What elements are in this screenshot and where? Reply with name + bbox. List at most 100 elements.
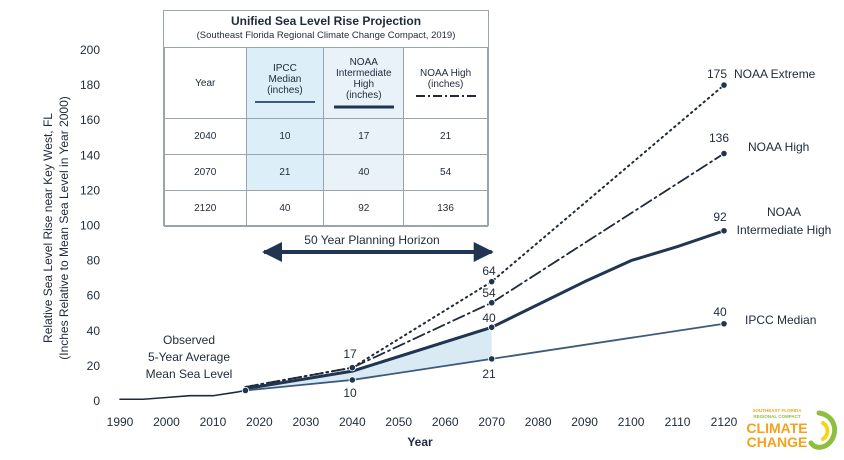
label-17: 17 [343, 347, 357, 361]
cell-year: 2070 [164, 154, 247, 191]
cell-year: 2040 [164, 118, 247, 155]
y-tick-label: 80 [87, 254, 101, 268]
y-axis-title-2: (Inches Relative to Mean Sea Level in Ye… [57, 96, 71, 360]
data-point [720, 227, 728, 235]
x-axis-title: Year [407, 435, 433, 449]
y-axis-title: Relative Sea Level Rise near Key West, F… [41, 113, 55, 343]
label-92: 92 [713, 210, 727, 224]
header-year: Year [164, 47, 247, 119]
series-lines [119, 84, 726, 401]
climate-change-compact-logo: SOUTHEAST FLORIDA REGIONAL COMPACT CLIMA… [746, 408, 837, 450]
y-tick-label: 40 [87, 324, 101, 338]
data-point [720, 149, 728, 158]
table-subtitle: (Southeast Florida Regional Climate Chan… [196, 30, 456, 41]
table-row: 2120 40 92 136 [164, 190, 488, 227]
label-136: 136 [709, 131, 729, 145]
y-tick-label: 60 [87, 289, 101, 303]
data-point [488, 278, 496, 286]
table-title: Unified Sea Level Rise Projection [230, 14, 422, 28]
data-point [488, 299, 496, 307]
data-point [720, 320, 728, 328]
cell-ipcc: 40 [245, 190, 325, 227]
ipcc-legend-line [254, 100, 315, 103]
label-noaa-high: NOAA High [748, 140, 809, 154]
header-noaa-high: NOAA High (inches) [403, 47, 488, 119]
y-tick-label: 180 [80, 78, 100, 92]
label-ipcc-median: IPCC Median [745, 313, 816, 327]
x-tick-label: 2000 [153, 415, 180, 429]
x-tick-label: 2010 [200, 415, 227, 429]
x-tick-label: 2100 [618, 415, 645, 429]
table-grid: Year IPCC Median (inches) NOAA Intermedi… [164, 47, 488, 227]
label-noaa-extreme: NOAA Extreme [734, 67, 816, 81]
x-tick-label: 2120 [711, 415, 738, 429]
label-21: 21 [482, 367, 496, 381]
label-intermediate-high: Intermediate High [737, 223, 832, 237]
x-tick-label: 2040 [339, 415, 366, 429]
series-line [243, 229, 726, 391]
noaa-high-legend-line [415, 95, 476, 97]
logo-line2: REGIONAL COMPACT [753, 414, 801, 419]
cell-high: 21 [403, 118, 488, 155]
table-row: 2070 21 40 54 [164, 154, 488, 191]
label-64: 64 [482, 264, 496, 278]
series-line [244, 322, 725, 392]
x-tick-label: 2070 [478, 415, 505, 429]
noaa-ih-legend-line [333, 105, 394, 109]
label-10: 10 [343, 386, 357, 400]
cell-high: 54 [403, 154, 488, 191]
header-noaa-intermediate: NOAA Intermediate High (inches) [323, 47, 405, 119]
label-observed-2: 5-Year Average [148, 350, 230, 364]
y-tick-label: 160 [80, 113, 100, 127]
y-tick-label: 200 [80, 43, 100, 57]
planning-horizon-label: 50 Year Planning Horizon [304, 233, 439, 247]
data-markers [241, 81, 728, 395]
shaded-region [245, 327, 492, 391]
label-observed-1: Observed [163, 333, 215, 347]
label-175: 175 [707, 67, 727, 81]
cell-year: 2120 [164, 190, 247, 227]
logo-swirl-icon [808, 410, 837, 450]
cell-ipcc: 10 [245, 118, 325, 155]
shaded-area [245, 327, 492, 391]
label-40-2070: 40 [482, 311, 496, 325]
cell-high: 136 [403, 190, 488, 227]
label-observed-3: Mean Sea Level [146, 367, 233, 381]
x-tick-label: 1990 [107, 415, 134, 429]
y-tick-label: 140 [80, 148, 100, 162]
label-noaa: NOAA [767, 205, 801, 219]
x-tick-label: 2090 [571, 415, 598, 429]
data-point [720, 81, 728, 89]
y-tick-label: 0 [93, 394, 100, 408]
data-point [348, 376, 356, 384]
logo-line1: SOUTHEAST FLORIDA [753, 408, 803, 413]
header-ih-line3: High [353, 79, 375, 90]
header-ipcc-line2: Median [268, 73, 302, 85]
data-point [488, 323, 496, 331]
header-high-line2: (inches) [427, 79, 464, 90]
x-tick-label: 2110 [665, 415, 691, 429]
header-ipcc-line1: IPCC [272, 62, 297, 74]
series-line [244, 152, 725, 388]
logo-line3: CLIMATE [746, 420, 807, 436]
header-ih-line1: NOAA [349, 57, 378, 68]
x-tick-label: 2060 [432, 415, 459, 429]
table-row: 2040 10 17 21 [164, 118, 488, 155]
x-tick-label: 2050 [385, 415, 412, 429]
label-40-2120: 40 [713, 305, 727, 319]
header-ih-line4: (inches) [345, 90, 382, 101]
data-point [348, 364, 356, 372]
table-header-row: Year IPCC Median (inches) NOAA Intermedi… [164, 47, 488, 119]
y-tick-label: 100 [80, 219, 100, 233]
cell-ih: 17 [323, 118, 405, 155]
header-ipcc-line3: (inches) [267, 84, 303, 96]
y-tick-label: 20 [87, 359, 101, 373]
x-tick-label: 2020 [246, 415, 273, 429]
header-ipcc: IPCC Median (inches) [245, 47, 325, 119]
y-tick-label: 120 [80, 183, 100, 197]
data-point [241, 386, 250, 395]
cell-ipcc: 21 [245, 154, 325, 191]
projection-table: Unified Sea Level Rise Projection (South… [163, 10, 489, 227]
